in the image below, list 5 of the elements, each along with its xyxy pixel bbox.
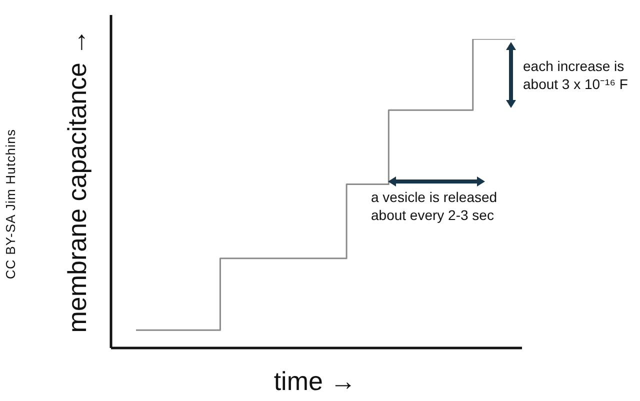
x-axis-title: time → <box>274 366 356 396</box>
text: CC BY-SA Jim Hutchins <box>3 128 18 280</box>
text: each increase is about 3 x 10⁻¹⁶ F <box>523 58 628 92</box>
y-axis-title: membrane capacitance → <box>62 29 92 333</box>
annotation: a vesicle is released about every 2-3 sec <box>371 189 498 223</box>
